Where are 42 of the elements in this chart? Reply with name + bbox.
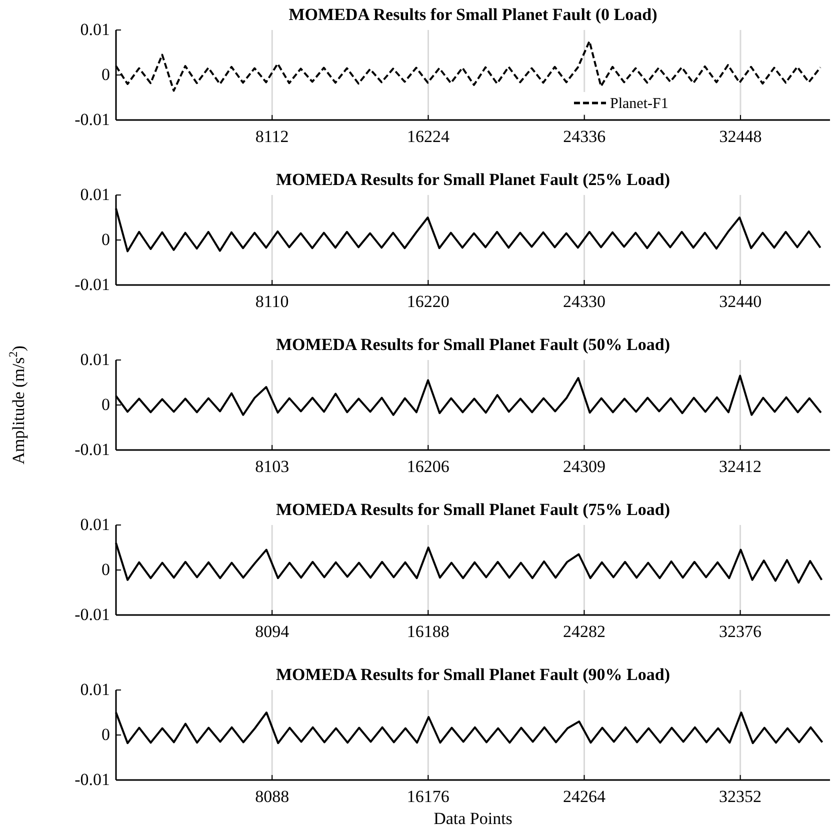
x-tick-label: 24282 bbox=[562, 622, 606, 641]
chart-title: MOMEDA Results for Small Planet Fault (25% Load) bbox=[276, 170, 670, 189]
x-tick-label: 24309 bbox=[562, 457, 606, 476]
y-tick-label: 0.01 bbox=[80, 20, 110, 39]
x-tick-label: 16176 bbox=[406, 787, 450, 806]
x-tick-label: 8110 bbox=[255, 292, 289, 311]
x-tick-label: 32448 bbox=[719, 127, 762, 146]
x-tick-label: 8094 bbox=[255, 622, 290, 641]
x-axis-title: Data Points bbox=[434, 809, 512, 825]
y-tick-label: 0.01 bbox=[80, 185, 110, 204]
y-tick-label: -0.01 bbox=[74, 770, 110, 789]
x-tick-label: 32352 bbox=[719, 787, 762, 806]
chart-title: MOMEDA Results for Small Planet Fault (75% Load) bbox=[276, 500, 670, 519]
y-tick-label: -0.01 bbox=[74, 110, 110, 129]
x-tick-label: 16224 bbox=[406, 127, 450, 146]
x-tick-label: 8103 bbox=[255, 457, 290, 476]
y-tick-label: -0.01 bbox=[74, 605, 110, 624]
y-tick-label: 0 bbox=[102, 560, 110, 579]
y-tick-label: 0 bbox=[102, 395, 110, 414]
y-tick-label: 0 bbox=[102, 725, 110, 744]
chart-title: MOMEDA Results for Small Planet Fault (90% Load) bbox=[276, 665, 670, 684]
x-tick-label: 24264 bbox=[562, 787, 606, 806]
x-tick-label: 8088 bbox=[255, 787, 290, 806]
x-tick-label: 32440 bbox=[719, 292, 762, 311]
y-tick-label: 0.01 bbox=[80, 515, 110, 534]
x-tick-label: 8112 bbox=[255, 127, 289, 146]
x-tick-label: 16220 bbox=[406, 292, 450, 311]
x-tick-label: 32412 bbox=[719, 457, 762, 476]
legend-label: Planet-F1 bbox=[610, 96, 668, 112]
y-tick-label: 0.01 bbox=[80, 680, 110, 699]
x-tick-label: 32376 bbox=[719, 622, 762, 641]
y-tick-label: 0 bbox=[102, 65, 110, 84]
x-tick-label: 24336 bbox=[563, 127, 606, 146]
y-tick-label: -0.01 bbox=[74, 275, 110, 294]
chart-title: MOMEDA Results for Small Planet Fault (50% Load) bbox=[276, 335, 670, 354]
y-tick-label: 0.01 bbox=[80, 350, 110, 369]
y-tick-label: 0 bbox=[102, 230, 110, 249]
chart-title: MOMEDA Results for Small Planet Fault (0 Load) bbox=[288, 5, 658, 24]
x-tick-label: 16206 bbox=[406, 457, 450, 476]
x-tick-label: 16188 bbox=[406, 622, 450, 641]
y-tick-label: -0.01 bbox=[74, 440, 110, 459]
x-tick-label: 24330 bbox=[562, 292, 606, 311]
